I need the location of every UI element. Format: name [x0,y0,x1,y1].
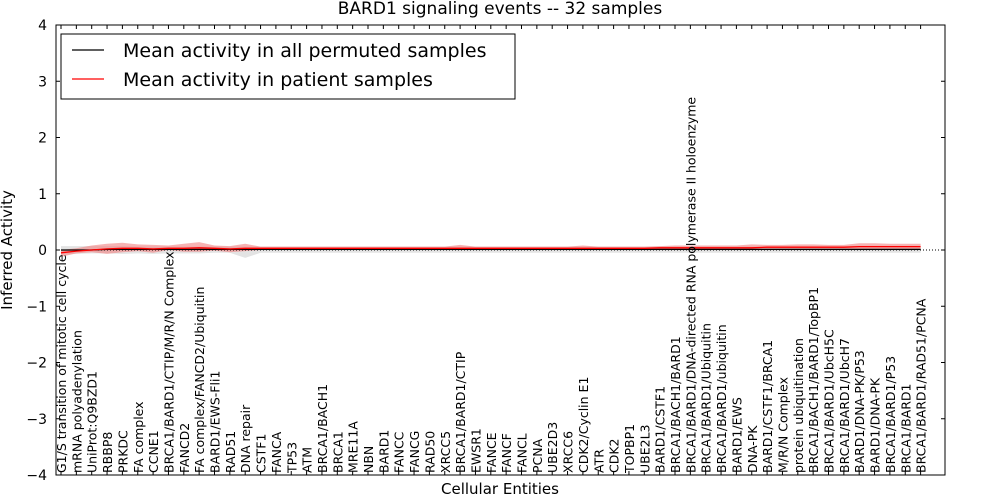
x-tick-label: UniProt:Q9BZD1 [85,371,100,473]
x-tick-label: TP53 [284,442,299,474]
x-tick-label: CDK2/Cyclin E1 [576,377,591,473]
y-tick-label: 3 [38,74,47,90]
x-tick-label: BARD1/EWS-Fli1 [208,371,223,473]
series-line-patient [60,245,921,254]
x-tick-label: BRCA1/BARD1/ubiquitin [714,324,729,473]
x-tick-label: BARD1/EWS [729,397,744,473]
y-tick-label: 2 [38,131,47,147]
legend-label-patient: Mean activity in patient samples [123,69,433,91]
x-tick-label: BRCA1/BARD1/Ubiquitin [699,323,714,473]
axis-ticks: −4 −3 −2 −1 0 1 2 3 4 [26,18,945,484]
legend-label-permuted: Mean activity in all permuted samples [123,40,486,62]
series-lines [60,245,921,254]
x-tick-label: BARD1/CSTF1/BRCA1 [760,340,775,473]
x-tick-label: ATM [300,447,315,473]
x-tick-label: ATR [591,449,606,473]
x-tick-label: DNA-PK [745,425,760,473]
x-tick-label: FA complex/FANCD2/Ubiquitin [192,287,207,473]
x-tick-label: UBE2L3 [637,425,652,474]
x-tick-label: RBBP8 [100,432,115,473]
x-tick-label: BARD1/DNA-PK/P53 [852,350,867,473]
x-tick-label: RAD51 [223,431,238,473]
x-tick-label: FANCD2 [177,423,192,473]
x-tick-label: XRCC5 [438,431,453,473]
x-tick-label: BRCA1/BACH1/BARD1 [668,336,683,473]
y-tick-label: −3 [26,412,47,428]
x-tick-label: BRCA1/BARD1/RAD51/PCNA [914,298,929,473]
x-tick-label: BARD1/DNA-PK [868,377,883,473]
x-tick-label: BARD1/CSTF1 [653,386,668,473]
x-tick-label: TOPBP1 [622,424,637,474]
x-tick-label: BRCA1/BARD1/CTIP [453,351,468,473]
x-tick-label: CCNE1 [146,430,161,473]
category-labels: G1/S transition of mitotic cell cycle mRN… [54,97,929,474]
x-tick-label: FANCG [407,431,422,473]
y-tick-label: −2 [26,356,47,372]
x-tick-label: mRNA polyadenylation [69,330,84,473]
x-tick-label: protein ubiquitination [791,338,806,473]
x-tick-label: UBE2D3 [545,422,560,473]
x-tick-label: PCNA [530,438,545,473]
x-tick-label: BRCA1/BACH1 [315,384,330,473]
x-tick-label: FANCF [499,433,514,473]
y-tick-label: 0 [38,243,47,259]
x-tick-label: EWSR1 [468,428,483,473]
x-tick-label: BRCA1/BARD1 [898,384,913,473]
x-tick-label: FANCL [515,433,530,473]
y-tick-label: −4 [26,468,47,484]
plot-frame [55,24,946,476]
x-tick-label: BARD1 [376,430,391,473]
x-tick-label: FANCC [392,431,407,473]
x-tick-label: FANCA [269,431,284,473]
x-tick-label: BRCA1/BARD1/UbcH5C [822,329,837,473]
x-tick-label: PRKDC [115,430,130,473]
legend-box [60,33,516,100]
x-tick-label: BRCA1/BARD1/P53 [883,356,898,473]
x-tick-label: BRCA1 [330,431,345,473]
series-line-permuted [61,248,921,251]
x-tick-label: MRE11A [346,421,361,473]
y-tick-label: −1 [26,299,47,315]
x-tick-label: NBN [361,446,376,473]
x-tick-label: XRCC6 [561,431,576,473]
x-axis-label: Cellular Entities [441,480,559,498]
x-tick-label: G1/S transition of mitotic cell cycle [54,254,69,473]
y-tick-label: 1 [38,187,47,203]
x-tick-label: CDK2 [607,438,622,473]
x-tick-label: RAD50 [422,431,437,473]
x-tick-label: CSTF1 [254,434,269,473]
chart-title: BARD1 signaling events -- 32 samples [338,0,663,19]
x-tick-label: BRCA1/BARD1/UbcH7 [837,338,852,473]
x-tick-label: BRCA1/BARD1/CTIP/M/R/N Complex [161,251,176,473]
x-tick-label: BRCA1/BACH1/BARD1/TopBP1 [806,287,821,473]
x-tick-label: FANCE [484,432,499,473]
x-tick-label: FA complex [131,401,146,473]
legend: Mean activity in all permuted samples Me… [60,33,516,100]
x-tick-label: DNA repair [238,404,253,473]
y-axis-label: Inferred Activity [0,190,16,310]
y-tick-label: 4 [38,18,47,34]
x-tick-label: M/R/N Complex [775,377,790,473]
x-tick-label: BRCA1/BARD1/DNA-directed RNA polymerase … [683,97,698,473]
